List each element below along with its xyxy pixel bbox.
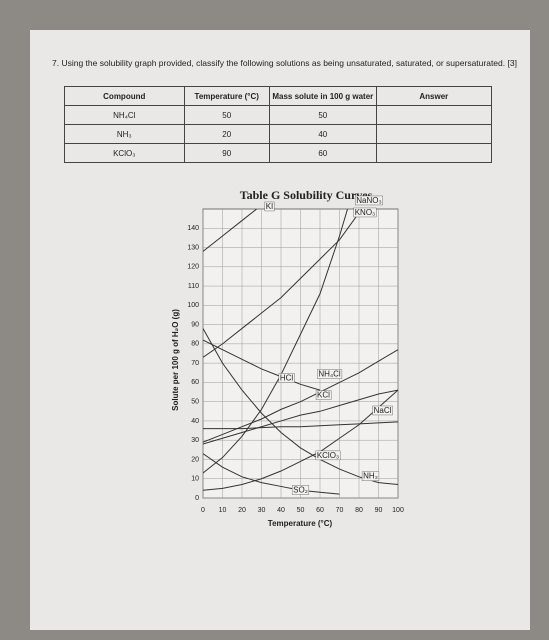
question: 7. Using the solubility graph provided, …: [52, 58, 517, 68]
x-tick-label: 100: [392, 507, 404, 514]
x-tick-label: 50: [297, 507, 305, 514]
curve-label: NH₃: [363, 472, 378, 481]
y-tick-label: 30: [191, 437, 199, 444]
cell: 60: [268, 143, 377, 163]
y-tick-label: 100: [187, 302, 199, 309]
x-tick-label: 80: [355, 507, 363, 514]
y-tick-label: 60: [191, 379, 199, 386]
label-box: [355, 195, 383, 206]
curve: [203, 389, 398, 445]
curve: [203, 421, 398, 430]
x-tick-label: 10: [219, 507, 227, 514]
cell[interactable]: [375, 143, 493, 163]
curve-label: NaCl: [374, 406, 392, 415]
curve: [203, 453, 340, 495]
y-tick-label: 0: [195, 495, 199, 502]
x-tick-label: 30: [258, 507, 266, 514]
label-box: [361, 471, 380, 481]
y-tick-label: 10: [191, 476, 199, 483]
curve: [203, 339, 321, 391]
curve-label: KNO₃: [355, 208, 376, 217]
chart-title: Table G Solubility Curves: [240, 188, 373, 202]
y-tick-label: 90: [191, 321, 199, 328]
curve: [203, 389, 398, 491]
x-tick-label: 0: [201, 507, 205, 514]
x-tick-label: 90: [375, 507, 383, 514]
x-tick-label: 20: [238, 507, 246, 514]
y-tick-label: 140: [187, 225, 199, 232]
curve-label: HCl: [280, 373, 294, 382]
label-box: [315, 450, 341, 461]
y-tick-label: 130: [187, 244, 199, 251]
x-tick-label: 40: [277, 507, 285, 514]
y-tick-label: 70: [191, 360, 199, 367]
curve-label: KClO₃: [317, 451, 339, 460]
y-tick-label: 110: [188, 283, 199, 290]
cell: 90: [183, 143, 270, 163]
curve: [203, 209, 349, 474]
curve: [203, 349, 398, 443]
y-tick-label: 50: [191, 399, 199, 406]
y-axis-label: Solute per 100 g of H₂O (g): [171, 309, 180, 411]
curve-label: SO₂: [293, 485, 308, 494]
header-row: Compound Temperature (°C) Mass solute in…: [64, 86, 493, 106]
x-tick-label: 70: [336, 507, 344, 514]
curve-label: KI: [266, 202, 274, 211]
y-tick-label: 20: [191, 456, 199, 463]
label-box: [353, 207, 377, 218]
y-tick-label: 120: [187, 264, 199, 271]
label-box: [264, 201, 275, 212]
label-box: [317, 369, 343, 379]
data-table: Compound Temperature (°C) Mass solute in…: [64, 86, 493, 163]
y-tick-label: 80: [191, 341, 199, 348]
row: KClO₃ 90 60: [64, 143, 493, 163]
y-tick-label: 40: [191, 418, 199, 425]
label-box: [278, 373, 295, 383]
x-axis-label: Temperature (°C): [268, 519, 333, 528]
label-box: [291, 485, 310, 495]
curve-label: KCl: [317, 391, 330, 400]
x-tick-label: 60: [316, 507, 324, 514]
curve: [203, 209, 363, 358]
curve: [203, 209, 258, 252]
label-box: [315, 390, 332, 400]
label-box: [372, 405, 393, 416]
curve-label: NH₄Cl: [318, 370, 341, 379]
curve-label: NaNO₃: [356, 196, 381, 205]
